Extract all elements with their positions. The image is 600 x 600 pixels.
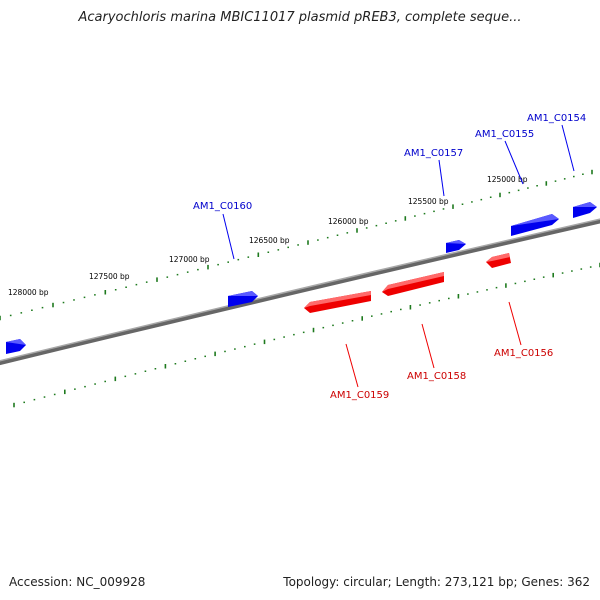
- gene-labels: AM1_C0160 AM1_C0157 AM1_C0155 AM1_C0154 …: [193, 113, 586, 401]
- scale-labels: 128000 bp 127500 bp 127000 bp 126500 bp …: [8, 175, 528, 297]
- tick-label: 126500 bp: [249, 236, 290, 245]
- gene-AM1_C0157[interactable]: [446, 240, 466, 253]
- gene-label-AM1_C0155: AM1_C0155: [475, 129, 534, 140]
- gene-left-edge[interactable]: [6, 339, 26, 354]
- genome-info-text: Topology: circular; Length: 273,121 bp; …: [283, 575, 590, 589]
- outer-tick-ring: [0, 169, 593, 321]
- map-title: Acaryochloris marina MBIC11017 plasmid p…: [78, 10, 522, 25]
- tick-label: 128000 bp: [8, 288, 49, 297]
- label-connectors: [222, 124, 575, 388]
- gene-AM1_C0159[interactable]: [304, 291, 371, 313]
- tick-label: 126000 bp: [328, 217, 369, 226]
- gene-AM1_C0160[interactable]: [228, 291, 258, 307]
- gene-label-AM1_C0159: AM1_C0159: [330, 390, 389, 401]
- gene-AM1_C0154[interactable]: [573, 202, 597, 218]
- gene-label-AM1_C0154: AM1_C0154: [527, 113, 586, 124]
- gene-label-AM1_C0158: AM1_C0158: [407, 371, 466, 382]
- backbone: [0, 218, 600, 366]
- inner-tick-ring: [13, 262, 600, 408]
- gene-AM1_C0155[interactable]: [511, 214, 559, 236]
- tick-label: 127500 bp: [89, 272, 130, 281]
- gene-AM1_C0158[interactable]: [382, 272, 444, 296]
- tick-label: 127000 bp: [169, 255, 210, 264]
- gene-AM1_C0156[interactable]: [486, 253, 511, 268]
- tick-label: 125000 bp: [487, 175, 528, 184]
- tick-label: 125500 bp: [408, 197, 449, 206]
- gene-label-AM1_C0157: AM1_C0157: [404, 148, 463, 159]
- gene-label-AM1_C0160: AM1_C0160: [193, 201, 252, 212]
- accession-text: Accession: NC_009928: [9, 575, 146, 589]
- gene-label-AM1_C0156: AM1_C0156: [494, 348, 553, 359]
